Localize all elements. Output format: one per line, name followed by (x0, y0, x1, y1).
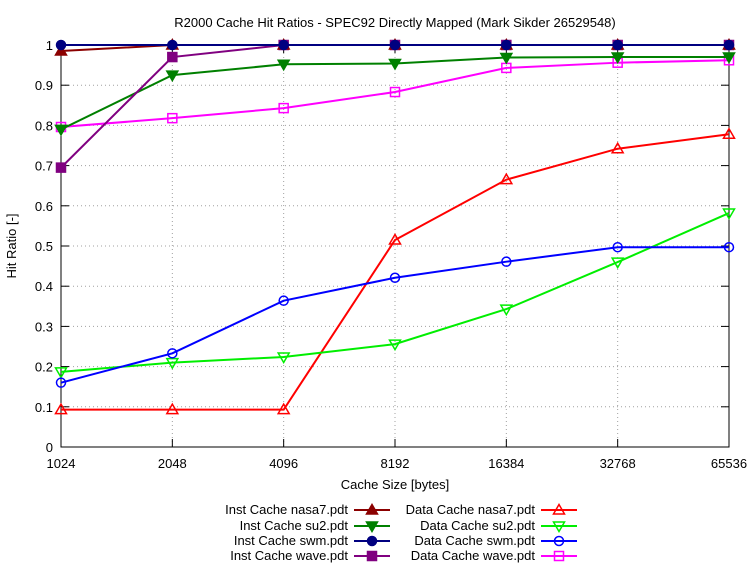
y-tick-label: 0.8 (35, 118, 53, 133)
series-line (60, 212, 730, 373)
axis-ticks: 0 0.1 0.2 0.3 0.4 0.5 0.6 0.7 0.8 0.9 1 1024 2048 409… (35, 38, 747, 471)
data-point (167, 112, 178, 124)
data-point (54, 402, 68, 415)
series-layer (54, 38, 736, 415)
legend-item: Inst Cache su2.pdt (240, 518, 390, 533)
data-point (276, 352, 291, 364)
x-tick-label: 1024 (47, 456, 76, 471)
legend-label: Inst Cache su2.pdt (240, 518, 349, 533)
data-point (167, 39, 178, 51)
legend-label: Inst Cache swm.pdt (234, 533, 349, 548)
data-point (278, 295, 289, 306)
y-axis-label: Hit Ratio [-] (4, 213, 19, 278)
data-point (722, 127, 736, 139)
legend-item: Data Cache su2.pdt (420, 518, 577, 533)
x-tick-label: 8192 (381, 456, 410, 471)
data-point (389, 86, 401, 98)
legend-label: Data Cache nasa7.pdt (406, 502, 536, 517)
data-point (54, 124, 68, 137)
legend-label: Data Cache wave.pdt (411, 548, 536, 563)
x-tick-label: 2048 (158, 456, 187, 471)
y-tick-label: 0.1 (35, 400, 53, 415)
legend-item: Inst Cache swm.pdt (234, 533, 390, 548)
y-tick-label: 0.5 (35, 239, 53, 254)
data-point (167, 348, 178, 359)
data-point (54, 44, 68, 56)
data-point (388, 58, 402, 71)
data-point (55, 162, 67, 173)
y-tick-label: 0.6 (35, 199, 53, 214)
data-point (610, 52, 625, 65)
data-point (389, 39, 401, 51)
data-point (55, 39, 67, 51)
data-point (278, 102, 289, 114)
legend-swatch-marker (365, 521, 379, 533)
series-data-cache-su2-pdt (54, 208, 736, 379)
y-tick-label: 1 (46, 38, 53, 53)
y-tick-label: 0 (46, 440, 53, 455)
data-point (499, 172, 514, 185)
legend-item: Inst Cache nasa7.pdt (225, 502, 390, 517)
series-line (60, 246, 729, 384)
legend-item: Inst Cache wave.pdt (230, 548, 390, 563)
legend-swatch-marker (553, 550, 565, 562)
data-point (610, 257, 625, 270)
data-point (278, 39, 289, 51)
x-tick-label: 32768 (600, 456, 636, 471)
legend-label: Inst Cache wave.pdt (230, 548, 348, 563)
x-tick-label: 4096 (269, 456, 298, 471)
legend-label: Data Cache su2.pdt (420, 518, 535, 533)
legend-swatch-marker (366, 550, 378, 562)
legend-swatch-marker (365, 503, 379, 515)
y-tick-label: 0.3 (35, 319, 53, 334)
data-point (388, 339, 402, 352)
series-inst-cache-swm-pdt (55, 39, 735, 51)
data-point (165, 402, 180, 415)
y-tick-label: 0.4 (35, 279, 53, 294)
data-point (165, 70, 180, 83)
legend-label: Data Cache swm.pdt (414, 533, 535, 548)
legend-swatch-marker (553, 535, 565, 547)
grid (61, 45, 729, 447)
data-point (55, 377, 67, 388)
y-tick-label: 0.2 (35, 360, 53, 375)
y-tick-label: 0.9 (35, 78, 53, 93)
series-inst-cache-su2-pdt (54, 52, 736, 137)
y-tick-label: 0.7 (35, 159, 53, 174)
series-data-cache-nasa7-pdt (54, 127, 736, 415)
data-point (501, 39, 512, 51)
legend-item: Data Cache wave.pdt (411, 548, 577, 563)
data-point (276, 59, 291, 72)
data-point (499, 52, 514, 65)
data-point (610, 141, 625, 154)
x-tick-label: 16384 (488, 456, 524, 471)
data-point (722, 52, 736, 65)
data-point (501, 256, 512, 267)
chart-title: R2000 Cache Hit Ratios - SPEC92 Directly… (174, 15, 615, 30)
legend-item: Data Cache nasa7.pdt (406, 502, 577, 517)
legend-swatch-marker (552, 503, 566, 515)
data-point (388, 232, 402, 245)
x-axis-label: Cache Size [bytes] (341, 477, 449, 492)
data-point (723, 39, 735, 51)
series-data-cache-swm-pdt (55, 241, 735, 388)
data-point (167, 51, 178, 63)
data-point (276, 402, 291, 415)
data-point (54, 367, 68, 379)
data-point (499, 304, 514, 317)
legend-swatch-marker (366, 535, 378, 547)
legend-label: Inst Cache nasa7.pdt (225, 502, 348, 517)
data-point (612, 241, 623, 253)
data-point (722, 208, 736, 221)
series-line (61, 133, 730, 411)
legend-item: Data Cache swm.pdt (414, 533, 577, 548)
data-point (723, 241, 735, 253)
data-point (612, 39, 623, 51)
data-point (389, 272, 401, 284)
legend-swatch-marker (552, 521, 566, 533)
x-tick-label: 65536 (711, 456, 747, 471)
